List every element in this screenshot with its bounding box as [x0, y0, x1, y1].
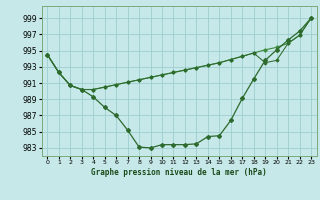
- X-axis label: Graphe pression niveau de la mer (hPa): Graphe pression niveau de la mer (hPa): [91, 168, 267, 177]
